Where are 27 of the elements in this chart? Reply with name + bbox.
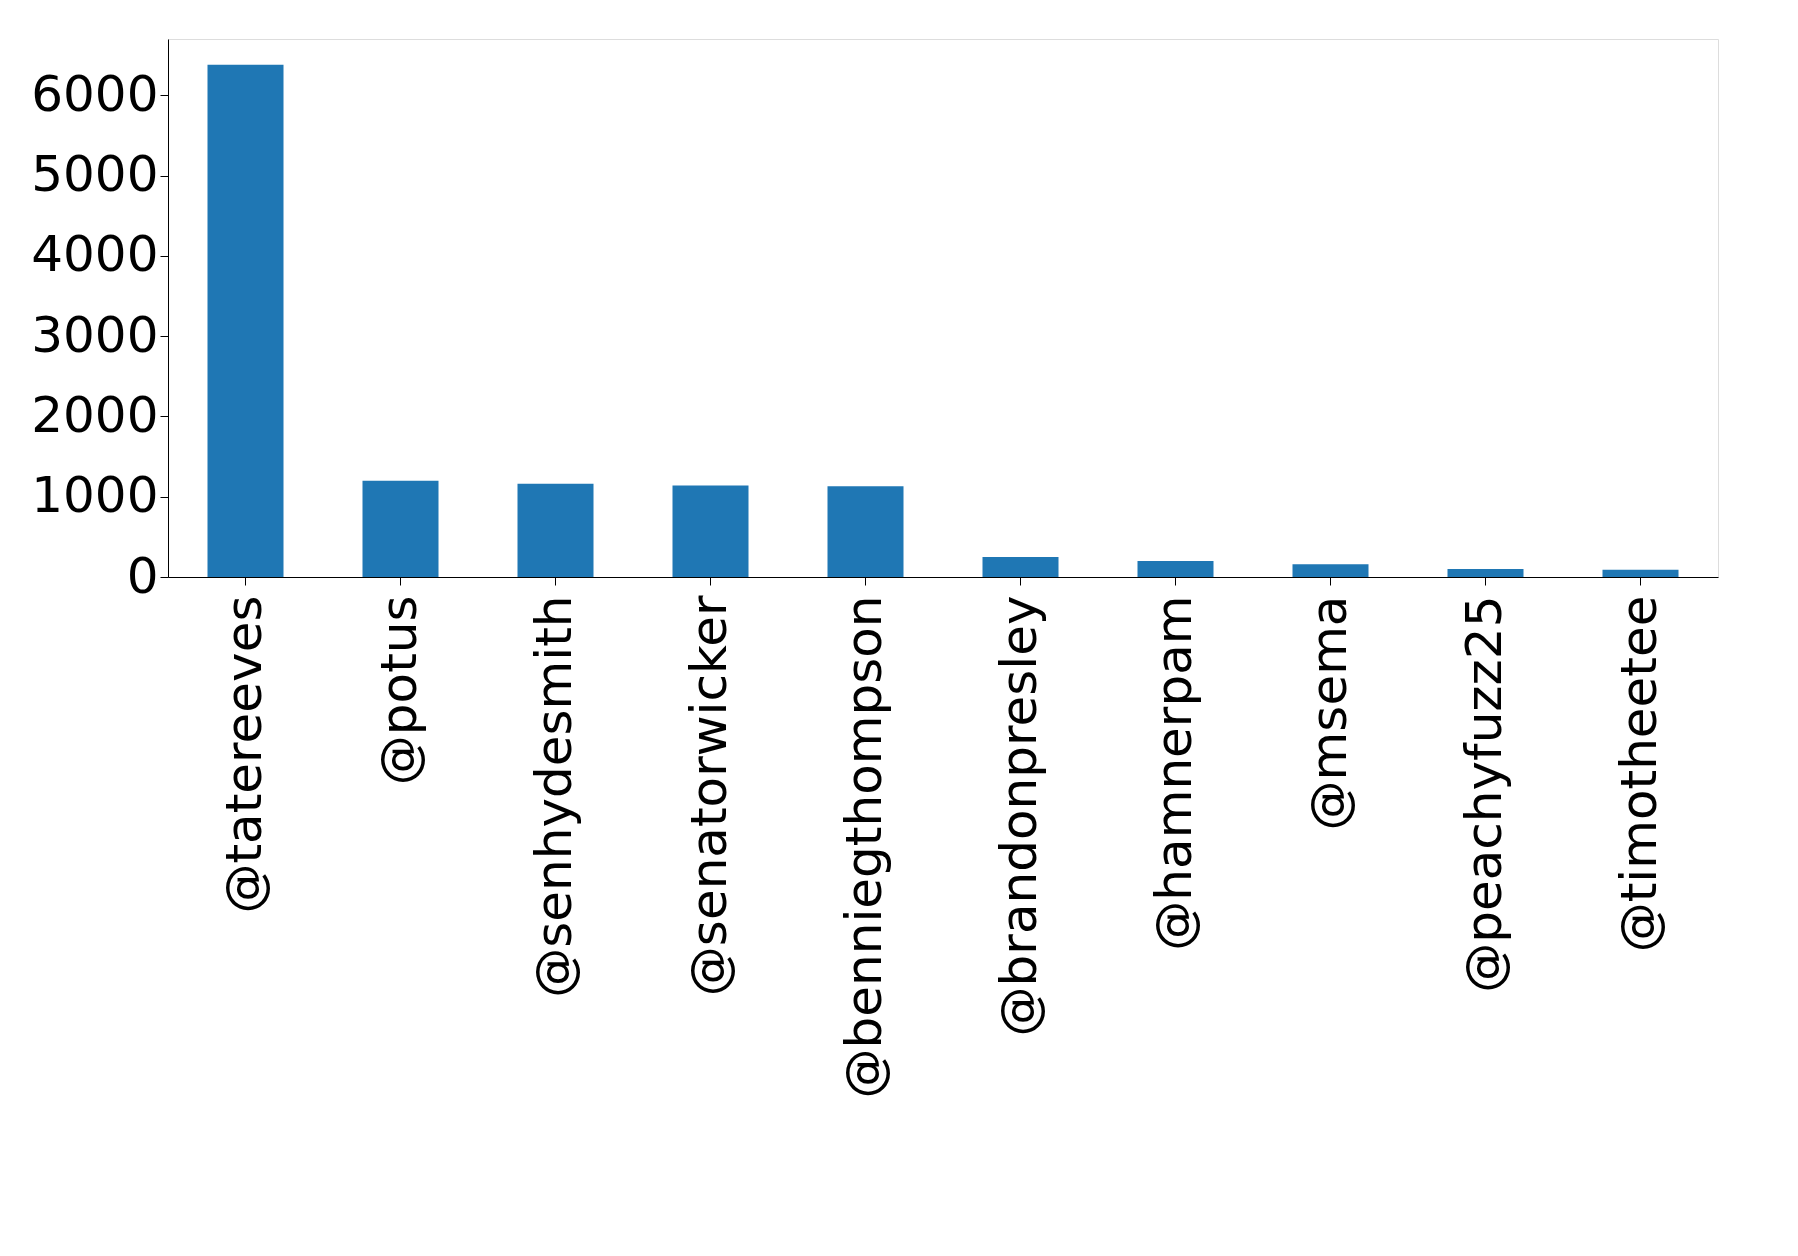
bar: [517, 483, 594, 577]
x-tick-label: @potus: [369, 595, 428, 786]
y-tick-label: 1000: [31, 466, 159, 525]
x-tick-label: @senatorwicker: [679, 595, 738, 997]
x-tick-label: @hamnerpam: [1144, 595, 1203, 951]
bar: [672, 485, 749, 577]
bar: [362, 480, 439, 577]
bar: [1447, 568, 1524, 577]
y-tick-label: 5000: [31, 145, 159, 204]
x-tick-label: @msema: [1299, 595, 1358, 831]
x-tick-label: @benniegthompson: [834, 595, 893, 1099]
y-tick-label: 2000: [31, 385, 159, 444]
bar: [1137, 560, 1214, 577]
bar: [207, 64, 284, 577]
y-tick-label: 0: [126, 546, 159, 605]
y-tick-label: 6000: [31, 64, 159, 123]
bar: [1602, 569, 1679, 577]
bar: [827, 486, 904, 577]
x-tick-label: @tatereeves: [214, 595, 273, 914]
x-tick-label: @timotheetee: [1609, 595, 1668, 953]
y-tick-label: 3000: [31, 305, 159, 364]
x-tick-label: @senhydesmith: [524, 595, 583, 998]
y-tick-label: 4000: [31, 225, 159, 284]
bar: [1292, 564, 1369, 577]
x-tick-label: @brandonpresley: [989, 595, 1048, 1037]
x-tick-label: @peachyfuzz25: [1454, 595, 1513, 993]
bar: [982, 556, 1059, 577]
